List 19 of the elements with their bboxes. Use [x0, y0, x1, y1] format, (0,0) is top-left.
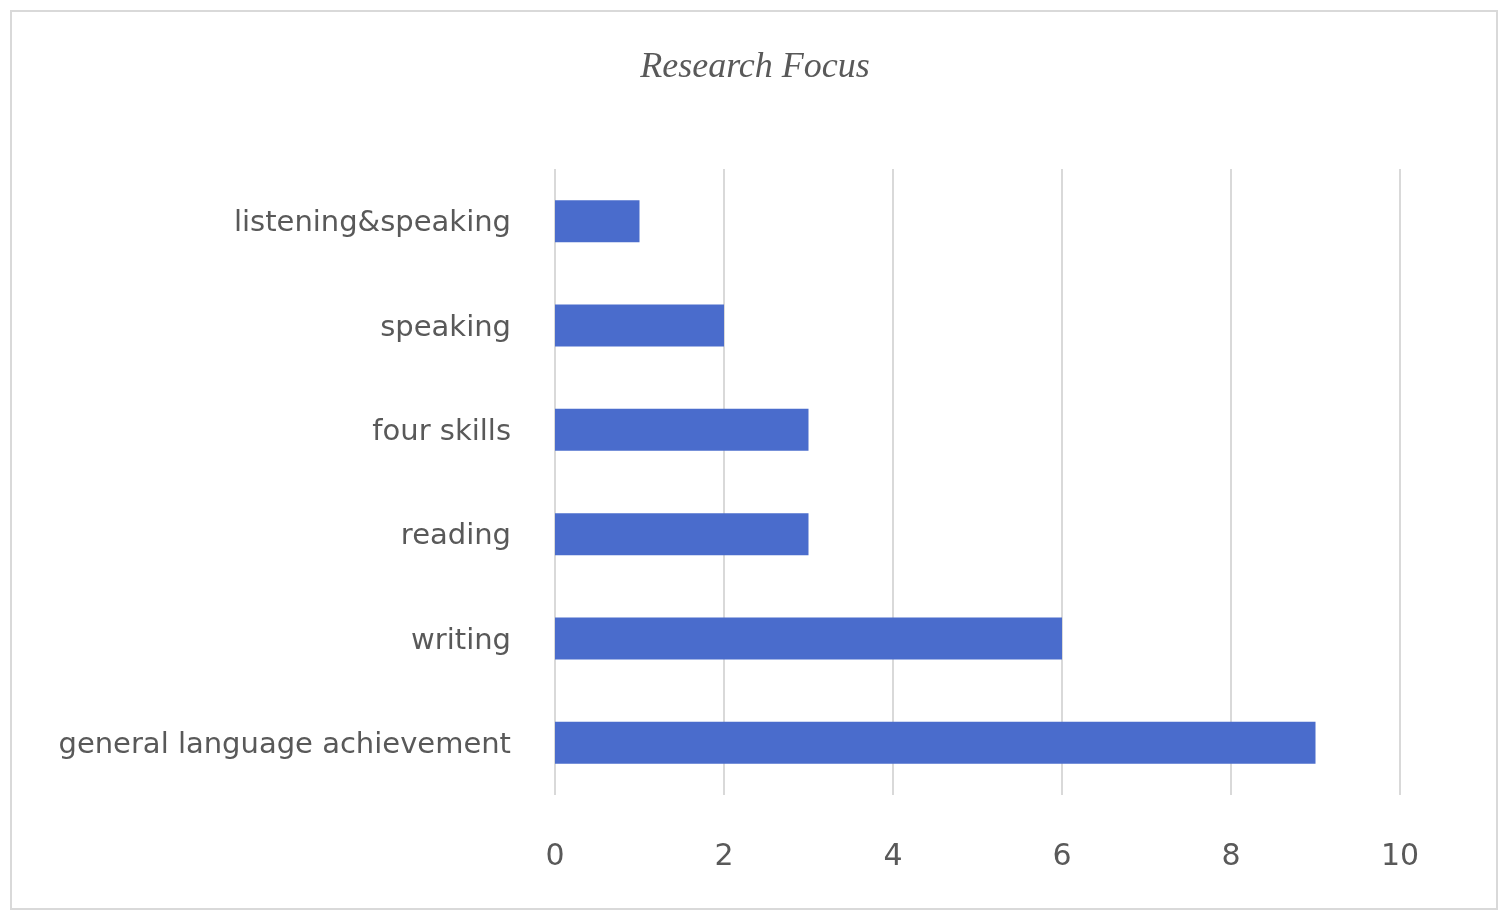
- bar: [555, 617, 1062, 660]
- x-tick-label: 2: [714, 836, 734, 872]
- chart-title: Research Focus: [639, 45, 870, 85]
- bar: [555, 513, 809, 556]
- x-tick-label: 6: [1052, 836, 1072, 872]
- y-tick-label: four skills: [372, 412, 511, 447]
- x-tick-label: 8: [1221, 836, 1241, 872]
- bar: [555, 200, 640, 243]
- bar: [555, 408, 809, 451]
- x-tick-label: 0: [545, 836, 565, 872]
- bar: [555, 721, 1316, 764]
- y-tick-label: general language achievement: [58, 725, 511, 760]
- x-tick-label: 4: [883, 836, 903, 872]
- bar: [555, 304, 724, 347]
- y-tick-label: listening&speaking: [233, 204, 511, 239]
- y-tick-label: reading: [400, 517, 511, 552]
- y-tick-label: speaking: [380, 308, 511, 343]
- y-tick-label: writing: [411, 621, 511, 656]
- x-tick-label: 10: [1380, 836, 1420, 872]
